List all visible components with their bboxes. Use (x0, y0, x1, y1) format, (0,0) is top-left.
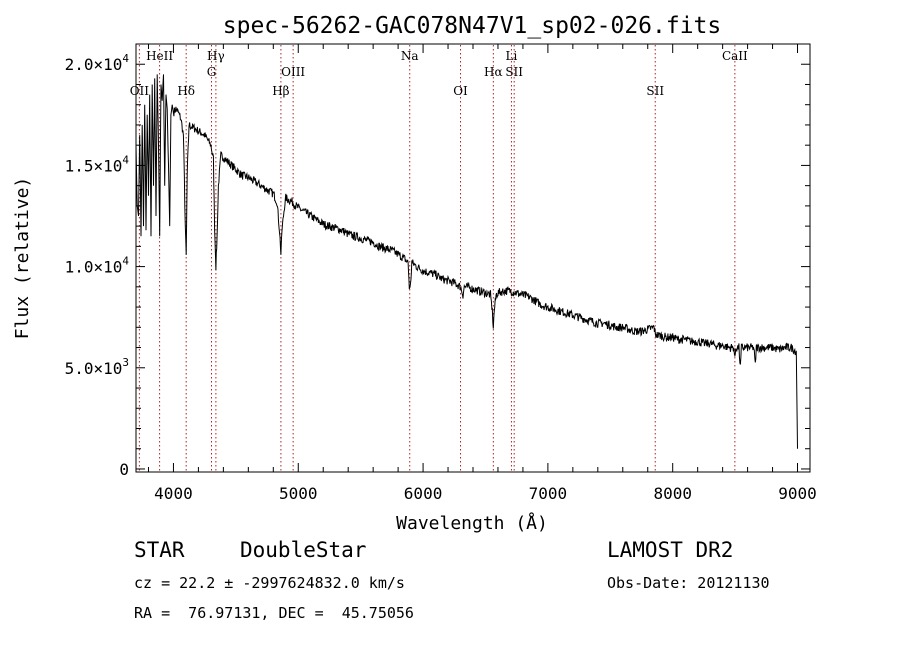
x-tick-label: 7000 (529, 484, 568, 503)
spectrum-series-line (135, 74, 798, 449)
chart-title: spec-56262-GAC078N47V1_sp02-026.fits (223, 13, 722, 39)
y-tick-label: 5.0×103 (65, 356, 129, 378)
spectral-line-label: G (207, 65, 217, 79)
spectral-line-label: CaII (722, 49, 748, 63)
axis-ticks: 4000 5000 6000 7000 8000 9000 0 5.0×103 1.0×104 1… (65, 44, 817, 503)
x-tick-label: 6000 (404, 484, 443, 503)
y-tick-label: 1.5×104 (65, 153, 130, 175)
spectral-line-label: Hβ (272, 84, 289, 98)
y-tick-label: 0 (119, 460, 129, 479)
spectral-line-label: HeII (146, 49, 173, 63)
spectral-line-label: OI (453, 84, 468, 98)
spectral-line-label: SII (505, 65, 523, 79)
x-tick-label: 5000 (279, 484, 318, 503)
x-tick-label: 8000 (653, 484, 692, 503)
spectral-line-label: OIII (281, 65, 305, 79)
spectral-line-label: Na (401, 49, 419, 63)
survey-name: LAMOST DR2 (607, 538, 734, 562)
plot-frame (135, 43, 811, 473)
x-tick-label: 9000 (778, 484, 817, 503)
y-tick-label: 1.0×104 (65, 255, 130, 277)
observation-date: Obs-Date: 20121130 (607, 574, 770, 592)
y-axis-label: Flux (relative) (12, 177, 33, 340)
spectral-line-label: Li (506, 49, 518, 63)
ra-dec-coordinates: RA = 76.97131, DEC = 45.75056 (134, 604, 414, 622)
object-subclass: DoubleStar (240, 538, 367, 562)
spectral-line-label: OII (130, 84, 150, 98)
spectral-line-label: SII (646, 84, 664, 98)
redshift-velocity: cz = 22.2 ± -2997624832.0 km/s (134, 574, 405, 592)
x-axis-label: Wavelength (Å) (396, 512, 548, 534)
y-tick-label: 2.0×104 (65, 52, 130, 74)
object-class: STAR (134, 538, 185, 562)
spectral-line-label: Hδ (177, 84, 195, 98)
spectral-line-label: Hγ (207, 49, 225, 63)
x-tick-label: 4000 (154, 484, 193, 503)
spectral-line-label: Hα (484, 65, 503, 79)
